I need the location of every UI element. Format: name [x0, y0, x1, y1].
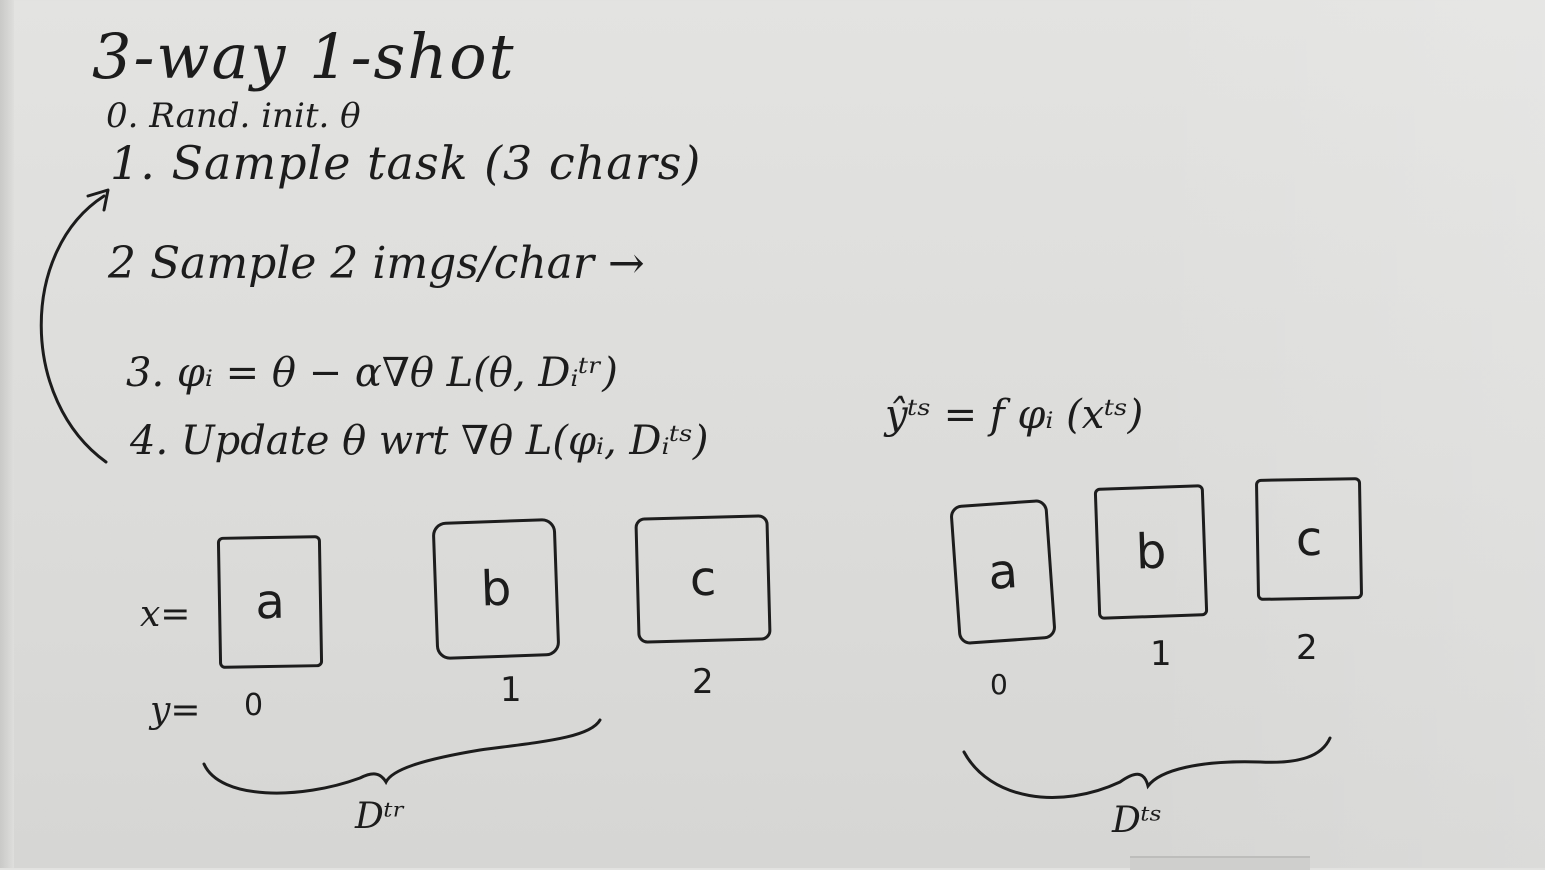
step-3: 3. φᵢ = θ − α∇θ L(θ, Dᵢᵗʳ) — [126, 350, 618, 396]
loop-arrowhead — [86, 188, 110, 212]
test-set-label: Dᵗˢ — [1112, 800, 1162, 841]
train-label-1: 1 — [500, 670, 522, 710]
loop-arrow — [39, 194, 108, 464]
step-1: 1. Sample task (3 chars) — [110, 136, 702, 190]
marker-tray — [1130, 856, 1310, 870]
prediction-formula: ŷᵗˢ = f φᵢ (xᵗˢ) — [885, 392, 1144, 438]
test-label-2: 2 — [1296, 628, 1318, 668]
x-label: x= — [140, 594, 191, 635]
train-label-0: 0 — [244, 688, 264, 723]
step-0: 0. Rand. init. θ — [106, 96, 361, 136]
board-title: 3-way 1-shot — [92, 20, 516, 93]
test-brace — [962, 736, 1332, 799]
whiteboard-frame-edge — [0, 0, 14, 868]
step-4: 4. Update θ wrt ∇θ L(φᵢ, Dᵢᵗˢ) — [130, 418, 709, 464]
test-label-1: 1 — [1150, 634, 1172, 674]
test-label-0: 0 — [990, 668, 1008, 701]
train-set-label: Dᵗʳ — [355, 796, 406, 837]
y-label: y= — [150, 690, 201, 731]
step-2: 2 Sample 2 imgs/char → — [108, 238, 645, 289]
whiteboard-glare — [1130, 0, 1545, 868]
train-label-2: 2 — [692, 662, 714, 702]
train-brace — [202, 718, 602, 795]
